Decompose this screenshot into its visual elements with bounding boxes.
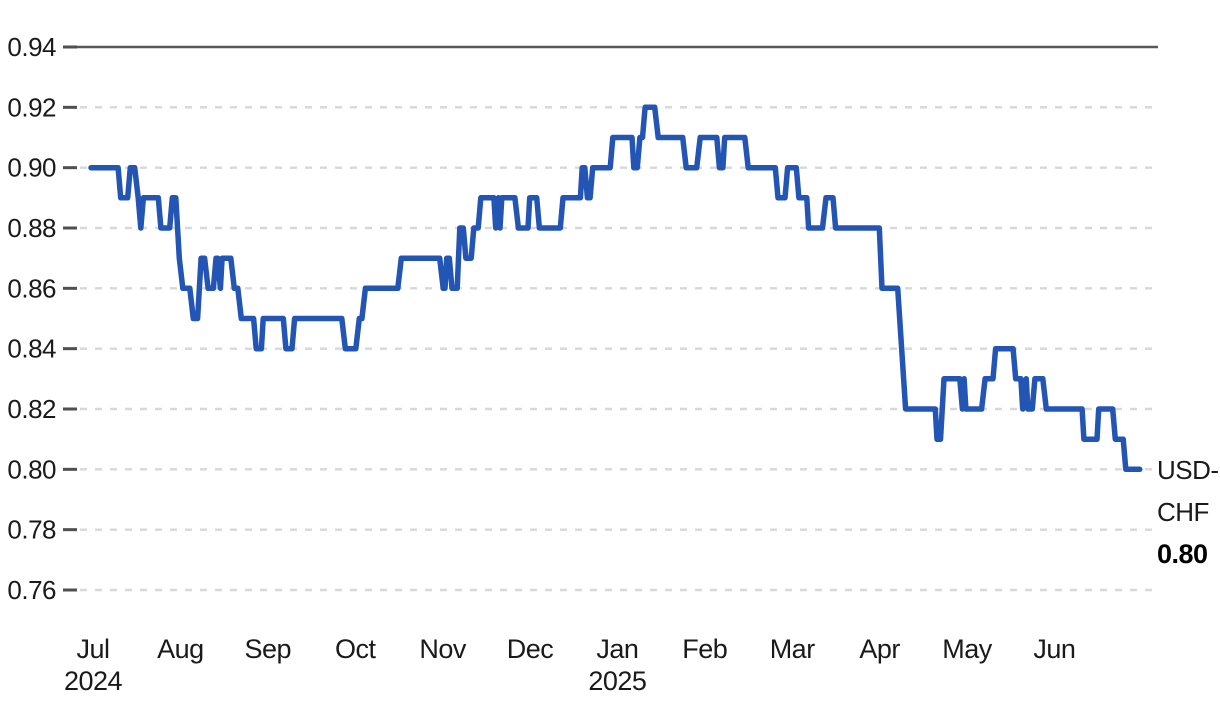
x-tick-label: May	[942, 634, 993, 664]
x-tick-label: Feb	[682, 634, 727, 664]
y-tick-label: 0.76	[7, 575, 56, 605]
x-tick-label: Oct	[335, 634, 377, 664]
pair-label-line1: USD-	[1157, 455, 1219, 485]
y-tick-label: 0.94	[7, 32, 56, 62]
y-tick-label: 0.78	[7, 515, 56, 545]
x-tick-label: Jan	[596, 634, 638, 664]
x-tick-label: Jun	[1033, 634, 1075, 664]
x-tick-label: Dec	[507, 634, 554, 664]
last-price-value: 0.80	[1157, 539, 1208, 569]
x-year-label: 2024	[64, 666, 123, 696]
x-year-label: 2025	[588, 666, 646, 696]
x-tick-label: Apr	[859, 634, 900, 664]
series-end-label: USD- CHF 0.80	[1157, 449, 1219, 575]
price-line	[88, 104, 1143, 473]
x-tick-label: Jul	[76, 634, 109, 664]
y-tick-label: 0.86	[7, 273, 56, 303]
y-tick-label: 0.90	[7, 153, 56, 183]
x-tick-label: Aug	[157, 634, 204, 664]
x-tick-label: Sep	[245, 634, 292, 664]
y-tick-label: 0.80	[7, 454, 56, 484]
y-tick-label: 0.84	[7, 334, 56, 364]
pair-label-line2: CHF	[1157, 497, 1209, 527]
x-tick-label: Nov	[419, 634, 467, 664]
y-tick-label: 0.92	[7, 92, 56, 122]
y-tick-label: 0.88	[7, 213, 56, 243]
y-tick-label: 0.82	[7, 394, 56, 424]
x-tick-label: Mar	[770, 634, 816, 664]
